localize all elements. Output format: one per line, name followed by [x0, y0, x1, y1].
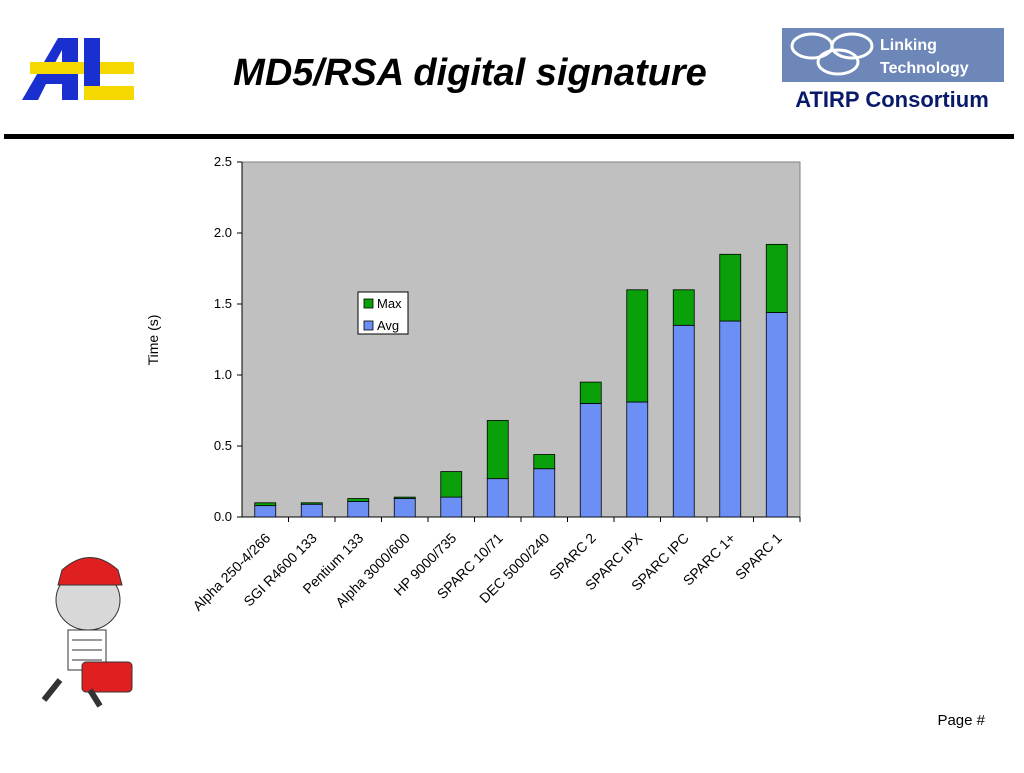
y-tick-label: 2.5: [214, 154, 232, 169]
mascot: [41, 557, 133, 708]
bar: [672, 289, 695, 326]
bar: [347, 500, 370, 518]
legend-label: Avg: [377, 318, 399, 333]
bar: [579, 381, 602, 404]
bar: [765, 312, 788, 518]
linking-logo: Linking Technology: [782, 28, 1004, 82]
bar: [440, 471, 463, 498]
legend-label: Max: [377, 296, 402, 311]
slide-title: MD5/RSA digital signature: [233, 52, 707, 94]
bar: [626, 289, 649, 403]
y-tick-label: 2.0: [214, 225, 232, 240]
y-tick-label: 0.0: [214, 509, 232, 524]
bar: [579, 402, 602, 518]
arl-logo: ARL: [22, 38, 134, 115]
bar: [440, 496, 463, 518]
bar: [254, 505, 277, 518]
bar: [254, 502, 277, 507]
y-tick-label: 0.5: [214, 438, 232, 453]
footer: Page #: [937, 712, 985, 729]
consortium: ATIRP Consortium: [795, 87, 989, 112]
bar: [347, 498, 370, 502]
legend-swatch: [363, 298, 374, 309]
bar: [672, 324, 695, 518]
logo-text: Linking: [880, 37, 937, 54]
bar: [393, 496, 416, 499]
bar: [765, 243, 788, 313]
bar: [533, 468, 556, 518]
bar: [533, 454, 556, 470]
plot-area: [241, 161, 801, 518]
bar: [393, 498, 416, 518]
legend-swatch: [363, 320, 374, 331]
header-rule: [4, 134, 1014, 139]
bar: [719, 253, 742, 322]
logo-text: ARL: [78, 112, 80, 115]
bar: [626, 401, 649, 518]
bar: [300, 503, 323, 518]
bar: [486, 420, 509, 480]
bar: [300, 502, 323, 505]
bar: [719, 320, 742, 518]
x-tick-label: Alpha 250-4/266: [189, 530, 273, 614]
y-tick-label: 1.5: [214, 296, 232, 311]
x-tick-label: SPARC 1: [732, 530, 785, 583]
logo-text: Technology: [880, 60, 969, 77]
y-axis-label: Time (s): [145, 315, 161, 366]
chart: 0.0 0.5 1.0 1.5 2.0 2.5 Time (s) Alpha 250-4/26…: [145, 154, 801, 614]
bar: [486, 478, 509, 518]
y-tick-label: 1.0: [214, 367, 232, 382]
